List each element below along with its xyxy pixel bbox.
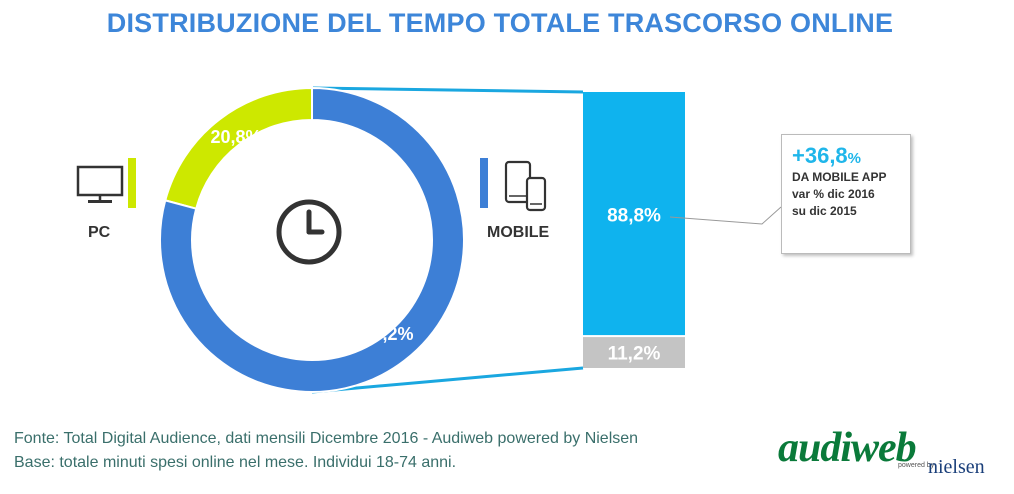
smartphone-icon	[525, 176, 547, 212]
donut-chart: 20,8% 79,2%	[159, 86, 465, 393]
pie-slice-mobile	[159, 86, 465, 393]
bar-label-2: 11,2%	[608, 344, 661, 365]
monitor-icon	[76, 165, 124, 203]
pc-color-key	[128, 158, 136, 208]
callout-line-2: var % dic 2016	[792, 187, 875, 201]
bar-label-1: 88,8%	[607, 206, 661, 227]
callout-unit: %	[847, 150, 862, 167]
clock-icon	[276, 199, 342, 265]
mobile-color-key	[480, 158, 488, 208]
callout-value: +36,8%	[792, 143, 900, 169]
callout-line-3: su dic 2015	[792, 204, 857, 218]
stacked-bar: 88,8% 11,2%	[583, 92, 685, 368]
callout-pointer	[669, 206, 782, 225]
pie-slice-pc	[164, 86, 313, 210]
logo-brand: audiweb	[778, 425, 917, 471]
logo-powered: powered by	[898, 462, 935, 469]
base-note: Base: totale minuti spesi online nel mes…	[14, 454, 457, 471]
audiweb-logo: audiweb powered by nielsen	[778, 425, 1008, 486]
connector-line-top	[312, 86, 584, 94]
connector-line-bottom	[311, 366, 584, 394]
logo-partner: nielsen	[928, 456, 985, 478]
mobile-label: MOBILE	[487, 224, 550, 241]
bar-segment-2	[583, 337, 685, 368]
pc-label: PC	[88, 224, 111, 241]
page-title: DISTRIBUZIONE DEL TEMPO TOTALE TRASCORSO…	[106, 8, 894, 38]
bar-segment-1	[583, 92, 685, 336]
pie-label-pc: 20,8%	[210, 127, 261, 147]
callout-line-1: DA MOBILE APP	[792, 170, 887, 184]
mobile-app-callout: +36,8% DA MOBILE APP var % dic 2016 su d…	[781, 134, 911, 254]
pie-label-mobile: 79,2%	[362, 324, 413, 344]
callout-number: +36,8	[792, 143, 848, 168]
source-note: Fonte: Total Digital Audience, dati mens…	[14, 430, 639, 447]
